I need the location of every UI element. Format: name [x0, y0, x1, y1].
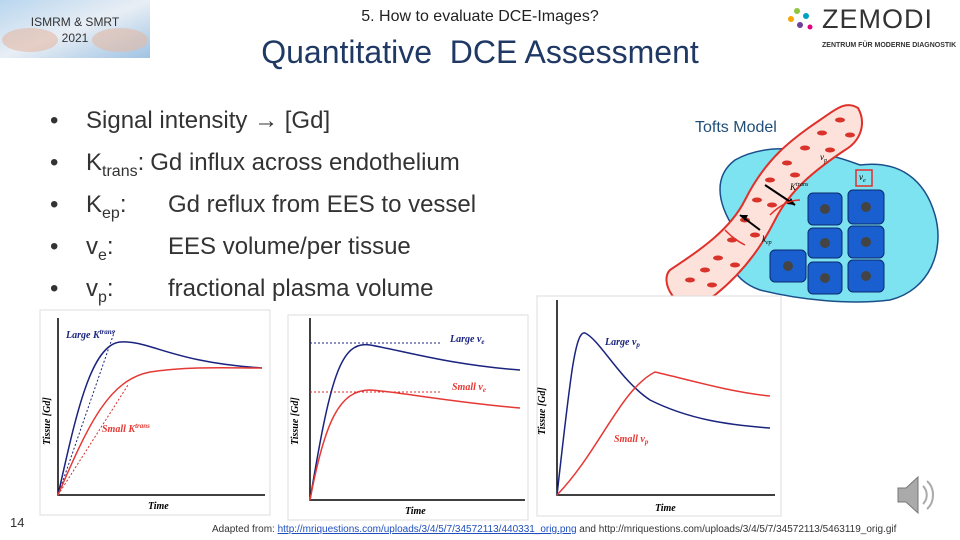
x-label: Time — [655, 503, 676, 514]
curve-label: Large vp — [604, 337, 640, 349]
label-text: Small K — [102, 424, 136, 435]
bullet: Kep: Gd reflux from EES to vessel — [50, 188, 476, 230]
bullet-text: EES volume/per tissue — [168, 233, 411, 260]
label-sup: trans — [100, 328, 115, 336]
curve-label: Large ve — [449, 334, 485, 346]
label-sub: e — [481, 338, 484, 346]
bullet-text: fractional plasma volume — [168, 275, 434, 302]
subscript: trans — [102, 163, 138, 180]
label-sub: p — [823, 158, 827, 164]
bullet-text: Gd influx across endothelium — [150, 149, 460, 176]
label-symbol: K — [789, 182, 797, 192]
graph: Large Ktrans Small Ktrans Tissue [Gd] Ti… — [39, 309, 271, 516]
colon: : — [106, 275, 114, 302]
diagram-label: Ktrans — [789, 182, 809, 192]
logo-tagline: ZENTRUM FÜR MODERNE DIAGNOSTIK — [822, 42, 957, 49]
symbol: v — [86, 275, 98, 302]
y-label: Tissue [Gd] — [537, 387, 548, 435]
label-symbol: v — [820, 152, 824, 162]
symbol: v — [86, 233, 98, 260]
page-number: 14 — [10, 515, 25, 530]
label-text: Large v — [449, 334, 482, 345]
symbol: K — [86, 149, 103, 176]
diagram-label: kep — [762, 234, 772, 246]
badge-line: ISMRM & SMRT — [31, 15, 120, 29]
colon: : — [106, 233, 114, 260]
bullet: Signal intensity → [Gd] — [50, 104, 460, 146]
footer-joiner: and — [579, 524, 596, 535]
hand — [92, 28, 148, 52]
bullet: ve: EES volume/per tissue — [50, 230, 460, 272]
label-text: Small v — [614, 434, 645, 445]
y-label: Tissue [Gd] — [42, 397, 53, 445]
bullet: Ktrans:Gd influx across endothelium — [50, 146, 460, 188]
x-label: Time — [405, 506, 426, 517]
graph: Large vp Small vp Tissue [Gd] Time — [536, 295, 782, 517]
label-sub: p — [635, 341, 640, 349]
label-sub: ep — [766, 240, 772, 246]
label-sup: trans — [796, 182, 809, 188]
diagram-title: Tofts Model — [695, 119, 777, 136]
tofts-diagram: Tofts Model vp Ktrans kep ve — [665, 104, 939, 304]
bullet: vp: fractional plasma volume — [50, 272, 460, 314]
bullet-text: Gd reflux from EES to vessel — [168, 191, 477, 218]
subscript: p — [98, 289, 107, 306]
symbol: K — [86, 191, 103, 218]
label-sub: e — [483, 386, 486, 394]
bullet-text: Signal intensity → [Gd] — [86, 107, 331, 134]
subscript: e — [98, 247, 107, 264]
badge-line: 2021 — [62, 31, 89, 45]
label-sub: e — [863, 178, 866, 184]
curve-label: Small Ktrans — [102, 422, 150, 435]
diagram-label: ve — [859, 172, 866, 184]
footer-prefix: Adapted from: — [212, 524, 275, 535]
label-text: Small v — [452, 382, 483, 393]
label-symbol: v — [859, 172, 863, 182]
subtitle: 5. How to evaluate DCE-Images? — [361, 8, 599, 25]
speaker-icon[interactable] — [897, 475, 934, 515]
footer: Adapted from: http://mriquestions.com/up… — [212, 524, 896, 535]
curve-label: Small ve — [452, 382, 486, 394]
logo-mark — [788, 8, 813, 30]
label-sub: p — [644, 438, 649, 446]
bullet-list: Signal intensity → [Gd] Ktrans:Gd influx… — [50, 104, 476, 314]
footer-link[interactable]: http://mriquestions.com/uploads/3/4/5/7/… — [277, 524, 577, 535]
label-text: Large v — [604, 337, 637, 348]
title: Quantitative DCE Assessment — [261, 34, 699, 70]
logo-name: ZEMODI — [822, 4, 933, 34]
hand — [2, 28, 58, 52]
label-text: Large K — [65, 330, 101, 341]
curve-label: Small vp — [614, 434, 649, 446]
footer-source: http://mriquestions.com/uploads/3/4/5/7/… — [598, 524, 897, 535]
diagram-label: vp — [820, 152, 827, 164]
label-sup: trans — [135, 422, 150, 430]
colon: : — [119, 191, 127, 218]
graph: Large ve Small ve Tissue [Gd] Time — [287, 314, 529, 521]
subscript: ep — [102, 205, 120, 222]
label-symbol: k — [762, 234, 767, 244]
curve-label: Large Ktrans — [65, 328, 115, 341]
colon: : — [137, 149, 145, 176]
x-label: Time — [148, 501, 169, 512]
y-label: Tissue [Gd] — [290, 397, 301, 445]
